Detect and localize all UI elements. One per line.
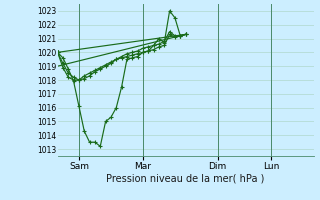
X-axis label: Pression niveau de la mer( hPa ): Pression niveau de la mer( hPa ) xyxy=(107,173,265,183)
